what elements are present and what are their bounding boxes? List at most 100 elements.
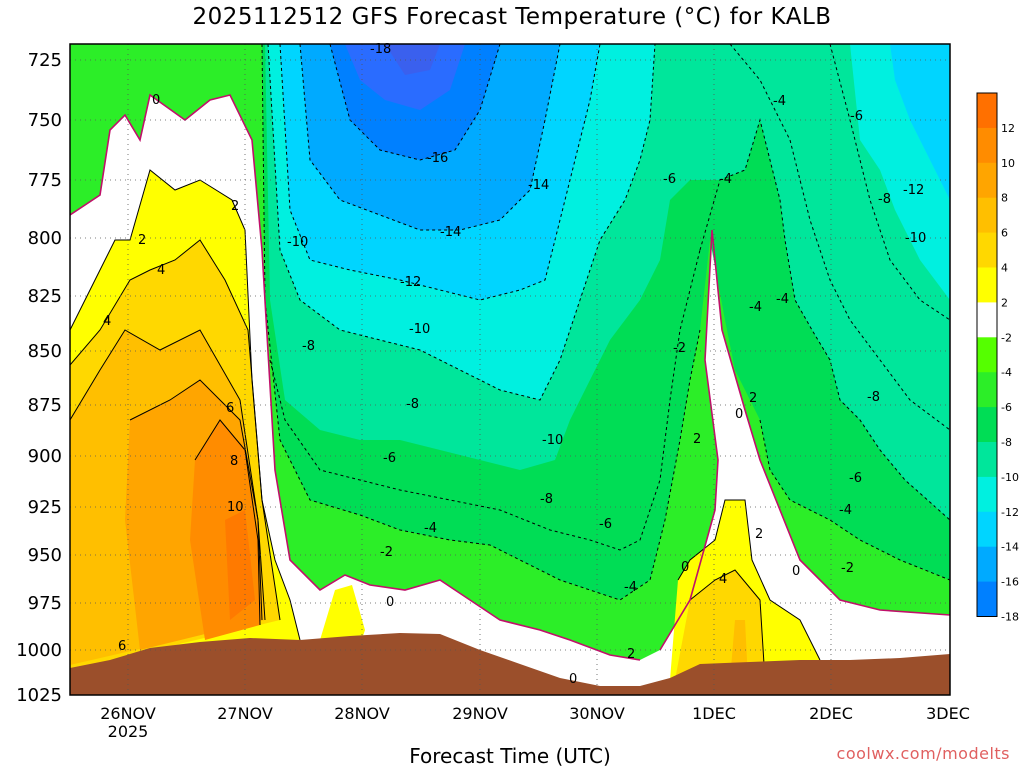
y-axis: 725 750 775 800 825 850 875 900 925 950 … [16, 50, 62, 706]
x-tick-label: 29NOV [452, 704, 508, 723]
x-tick-label: 27NOV [217, 704, 273, 723]
contour-label: -14 [440, 225, 461, 240]
y-tick-label: 925 [28, 497, 62, 518]
y-tick-label: 800 [28, 228, 62, 249]
x-tick-label: 3DEC [926, 704, 970, 723]
colorbar-label: -4 [1001, 366, 1012, 379]
colorbar-label: -8 [1001, 436, 1012, 449]
colorbar-label: 2 [1001, 296, 1008, 309]
colorbar-frame [976, 92, 998, 617]
forecast-chart: 0 2 2 4 4 6 8 10 6 -18 -16 -14 -14 -12 -… [16, 42, 1019, 740]
contour-label: 6 [118, 639, 126, 654]
colorbar-label: -10 [1001, 471, 1019, 484]
colorbar-swatch [977, 127, 997, 164]
colorbar-label: -14 [1001, 541, 1019, 554]
colorbar-swatch [977, 546, 997, 583]
colorbar-swatch [977, 476, 997, 513]
contour-label: -4 [749, 300, 762, 315]
colorbar-label: -16 [1001, 576, 1019, 589]
contour-label: -4 [624, 580, 637, 595]
contour-label: -2 [841, 561, 854, 576]
contour-label: -8 [540, 492, 553, 507]
x-tick-label: 30NOV [569, 704, 625, 723]
contour-label: 2 [627, 647, 635, 662]
y-tick-label: 850 [28, 341, 62, 362]
colorbar-label: 8 [1001, 192, 1008, 205]
contour-label: 4 [157, 263, 165, 278]
colorbar-label: 4 [1001, 262, 1008, 275]
grid [70, 44, 950, 695]
contour-label: -6 [850, 109, 863, 124]
contour-label: -10 [287, 235, 308, 250]
y-tick-label: 775 [28, 170, 62, 191]
colorbar-swatch [977, 232, 997, 268]
colorbar-swatch [977, 197, 997, 234]
contour-label: -14 [528, 178, 549, 193]
contour-label: 0 [569, 672, 577, 687]
contour-label: 2 [693, 432, 701, 447]
contour-label: 0 [386, 595, 394, 610]
x-tick-label: 1DEC [692, 704, 736, 723]
y-tick-label: 750 [28, 110, 62, 131]
colorbar-label: -6 [1001, 401, 1012, 414]
x-tick-label: 28NOV [334, 704, 390, 723]
contour-label: -10 [542, 433, 563, 448]
colorbar-swatch [977, 372, 997, 408]
contour-label: 0 [792, 564, 800, 579]
contour-label: -2 [673, 341, 686, 356]
colorbar-swatch [977, 162, 997, 199]
contour-label: -2 [380, 545, 393, 560]
contour-label: 4 [103, 314, 111, 329]
colorbar-swatch [977, 407, 997, 443]
contour-label: -4 [424, 521, 437, 536]
y-tick-label: 1000 [16, 640, 62, 661]
contour-label: -12 [903, 183, 924, 198]
colorbar-label: 6 [1001, 227, 1008, 240]
contour-label: 10 [227, 500, 244, 515]
colorbar-label: -12 [1001, 506, 1019, 519]
credit-link[interactable]: coolwx.com/modelts [836, 744, 1010, 763]
y-tick-label: 975 [28, 593, 62, 614]
contour-labels: 0 2 2 4 4 6 8 10 6 -18 -16 -14 -14 -12 -… [103, 42, 926, 687]
colorbar-swatch [977, 337, 997, 373]
contour-label: -6 [383, 451, 396, 466]
colorbar-label: -18 [1001, 611, 1019, 624]
colorbar-swatch [977, 442, 997, 478]
contour-label: -4 [773, 94, 786, 109]
x-axis: 26NOV 2025 27NOV 28NOV 29NOV 30NOV 1DEC … [100, 704, 970, 740]
colorbar-label: 12 [1001, 122, 1015, 135]
temperature-field [70, 44, 950, 695]
colorbar-label: 10 [1001, 157, 1015, 170]
y-tick-label: 875 [28, 395, 62, 416]
y-tick-label: 900 [28, 446, 62, 467]
colorbar-swatch [977, 581, 997, 617]
colorbar-label: -2 [1001, 331, 1012, 344]
contour-label: -16 [427, 151, 448, 166]
contour-label: -8 [867, 390, 880, 405]
terrain [70, 633, 950, 695]
contour-label: -6 [599, 517, 612, 532]
contour-label: -8 [406, 397, 419, 412]
y-tick-label: 725 [28, 50, 62, 71]
contour-label: 0 [152, 93, 160, 108]
x-axis-label: Forecast Time (UTC) [409, 744, 611, 768]
contour-label: -8 [302, 339, 315, 354]
x-year-label: 2025 [108, 722, 149, 740]
y-tick-label: 950 [28, 545, 62, 566]
contour-label: -10 [905, 231, 926, 246]
y-tick-label: 1025 [16, 685, 62, 706]
x-tick-label: 26NOV [100, 704, 156, 723]
plot-frame [69, 43, 951, 696]
chart-title: 2025112512 GFS Forecast Temperature (°C)… [192, 4, 832, 30]
contour-label: 2 [749, 391, 757, 406]
contour-label: -8 [878, 192, 891, 207]
contour-label: 8 [230, 454, 238, 469]
contour-label: 2 [231, 199, 239, 214]
colorbar: 12 10 8 6 4 2 -2 -4 -6 -8 -10 -12 -14 -16 -18 [976, 92, 1019, 624]
contour-label: -10 [409, 322, 430, 337]
contour-label: 0 [735, 407, 743, 422]
contour-label: -12 [400, 275, 421, 290]
contour-label: -4 [719, 172, 732, 187]
x-tick-label: 2DEC [809, 704, 853, 723]
contour-label: -4 [839, 503, 852, 518]
